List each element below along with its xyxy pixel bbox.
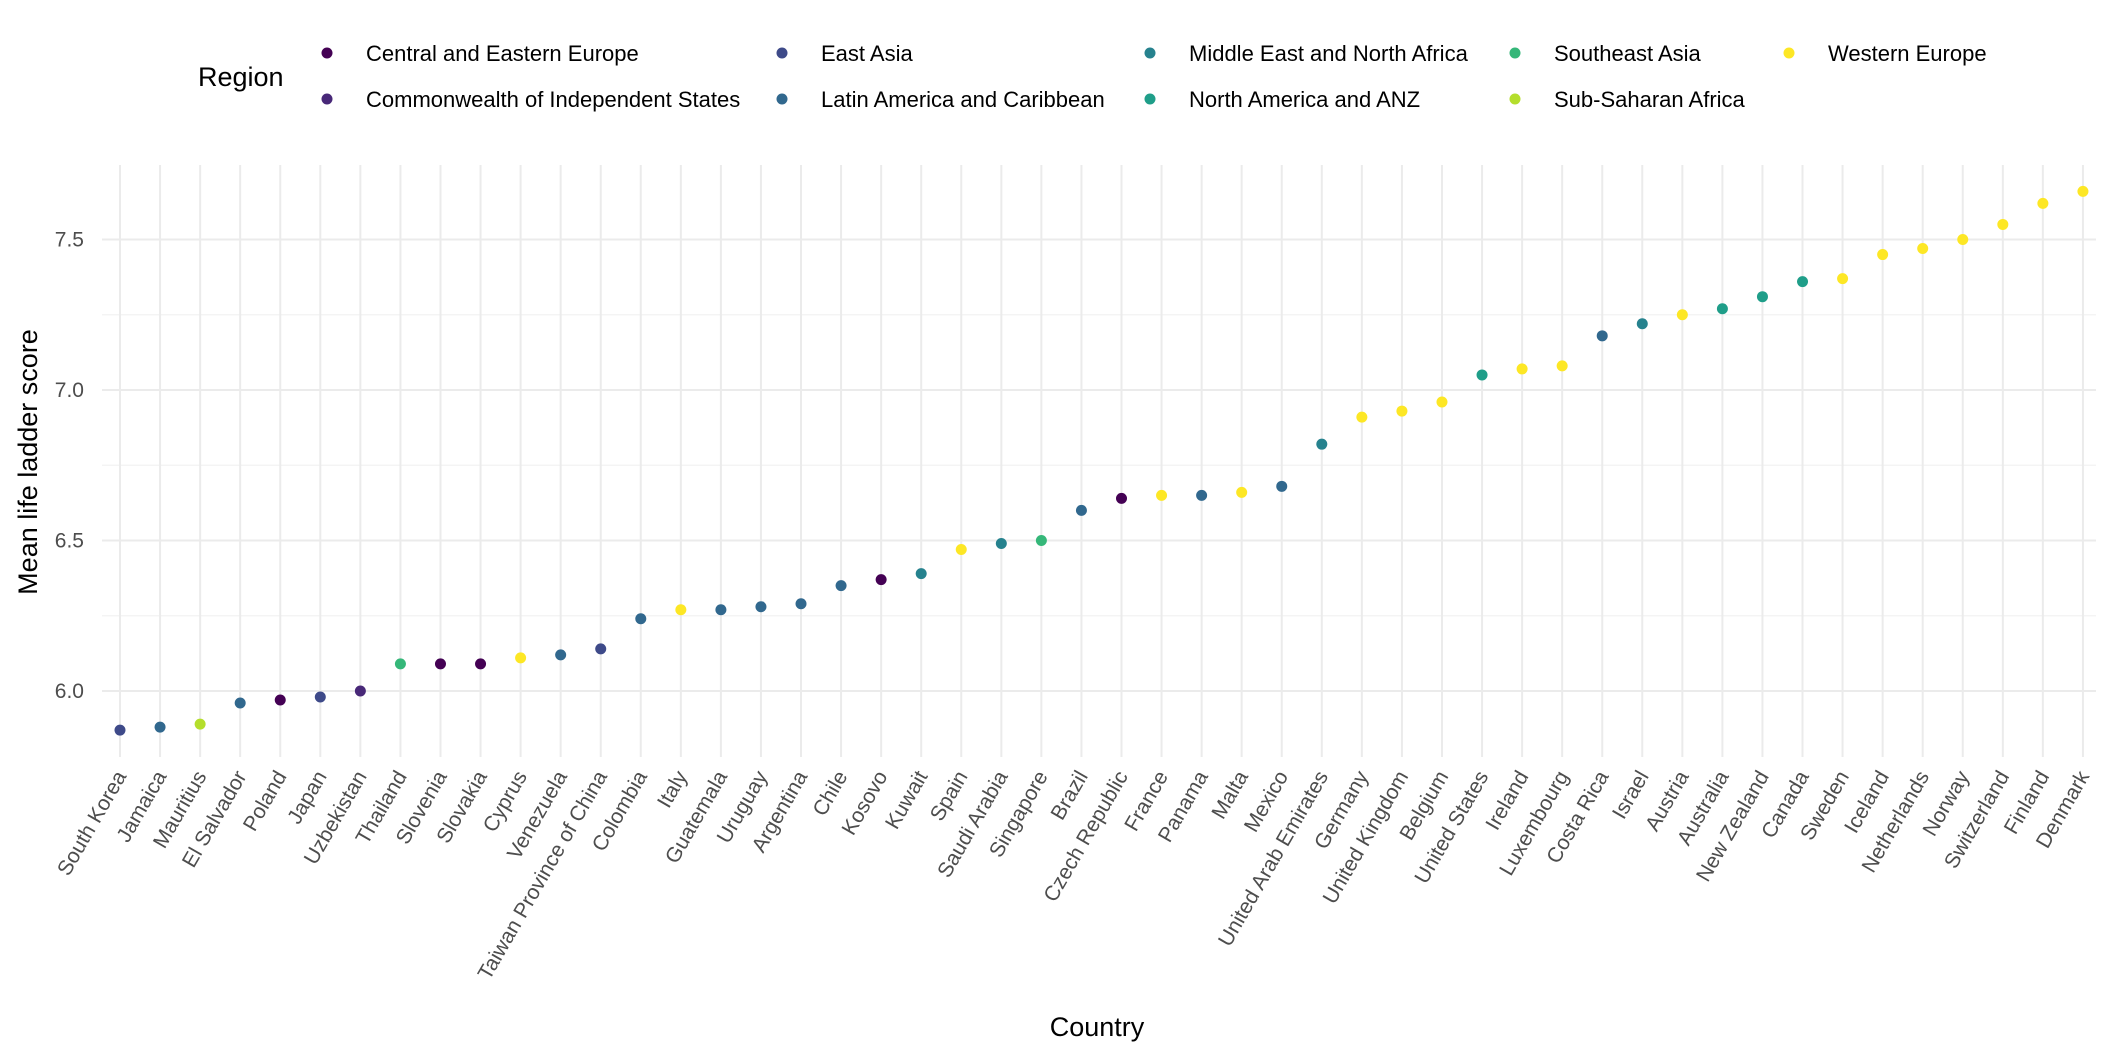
y-tick-label: 6.0 xyxy=(55,680,84,703)
point-brazil xyxy=(1075,504,1087,516)
x-tick-label: Italy xyxy=(653,767,692,812)
legend-key xyxy=(1783,47,1795,59)
legend-item-latin-america-and-caribbean: Latin America and Caribbean xyxy=(776,87,1105,112)
legend-label: Commonwealth of Independent States xyxy=(366,87,740,112)
legend-item-east-asia: East Asia xyxy=(776,41,913,66)
legend-key xyxy=(321,93,333,105)
legend-label: Middle East and North Africa xyxy=(1189,41,1469,66)
point-kuwait xyxy=(915,568,927,580)
legend-key xyxy=(321,47,333,59)
legend-key xyxy=(1144,93,1156,105)
legend-key xyxy=(1509,93,1521,105)
legend-item-north-america-and-anz: North America and ANZ xyxy=(1144,87,1420,112)
point-uzbekistan xyxy=(354,685,366,697)
point-united-kingdom xyxy=(1396,405,1408,417)
data-points xyxy=(114,185,2089,736)
point-cyprus xyxy=(515,652,527,664)
legend-label: East Asia xyxy=(821,41,913,66)
point-thailand xyxy=(394,658,406,670)
y-tick-label: 6.5 xyxy=(55,530,84,553)
point-australia xyxy=(1716,303,1728,315)
point-saudi-arabia xyxy=(995,538,1007,550)
point-el-salvador xyxy=(234,697,246,709)
legend-label: Latin America and Caribbean xyxy=(821,87,1105,112)
legend-label: Sub-Saharan Africa xyxy=(1554,87,1746,112)
grid xyxy=(102,165,2096,757)
y-tick-label: 7.0 xyxy=(55,379,84,402)
y-tick-label: 7.5 xyxy=(55,229,84,252)
point-france xyxy=(1156,489,1168,501)
point-south-korea xyxy=(114,724,126,736)
point-belgium xyxy=(1436,396,1448,408)
point-czech-republic xyxy=(1116,492,1127,504)
point-slovenia xyxy=(434,658,446,670)
point-argentina xyxy=(795,598,807,610)
point-united-states xyxy=(1476,369,1488,381)
legend-key xyxy=(776,47,788,59)
point-poland xyxy=(274,694,286,706)
y-axis-ticks: 6.0 6.5 7.0 7.5 xyxy=(55,229,84,704)
point-switzerland xyxy=(1997,218,2009,230)
legend-key xyxy=(1509,47,1521,59)
point-austria xyxy=(1676,309,1688,321)
point-jamaica xyxy=(154,721,166,733)
legend-key xyxy=(776,93,788,105)
point-canada xyxy=(1797,276,1809,288)
point-finland xyxy=(2037,197,2049,209)
point-ireland xyxy=(1516,363,1528,375)
x-axis-title: Country xyxy=(1050,1012,1145,1042)
point-venezuela xyxy=(555,649,567,661)
legend-item-central-and-eastern-europe: Central and Eastern Europe xyxy=(321,41,639,66)
point-mexico xyxy=(1276,480,1288,492)
point-uruguay xyxy=(755,601,767,613)
point-norway xyxy=(1957,234,1969,245)
point-kosovo xyxy=(875,574,887,586)
legend-item-western-europe: Western Europe xyxy=(1783,41,1987,66)
legend-item-southeast-asia: Southeast Asia xyxy=(1509,41,1702,66)
point-mauritius xyxy=(194,718,206,730)
point-singapore xyxy=(1035,535,1047,546)
legend-key xyxy=(1144,47,1156,59)
point-netherlands xyxy=(1917,243,1929,255)
point-denmark xyxy=(2077,185,2089,197)
point-luxembourg xyxy=(1556,360,1568,372)
point-costa-rica xyxy=(1596,330,1608,342)
point-germany xyxy=(1356,411,1368,423)
y-axis-title: Mean life ladder score xyxy=(13,329,43,595)
point-japan xyxy=(314,691,326,703)
legend-label: Central and Eastern Europe xyxy=(366,41,639,66)
point-guatemala xyxy=(715,604,727,616)
point-united-arab-emirates xyxy=(1316,438,1328,450)
point-slovakia xyxy=(475,658,487,670)
legend-label: Western Europe xyxy=(1828,41,1987,66)
legend-label: North America and ANZ xyxy=(1189,87,1420,112)
legend-item-sub-saharan-africa: Sub-Saharan Africa xyxy=(1509,87,1746,112)
point-spain xyxy=(955,544,967,556)
point-panama xyxy=(1196,489,1208,501)
point-chile xyxy=(835,580,847,592)
legend-title: Region xyxy=(198,62,284,92)
point-colombia xyxy=(635,613,647,625)
legend-label: Southeast Asia xyxy=(1554,41,1702,66)
legend-entries: Central and Eastern Europe Commonwealth o… xyxy=(321,41,1987,112)
legend-item-middle-east-and-north-africa: Middle East and North Africa xyxy=(1144,41,1469,66)
point-italy xyxy=(675,604,687,616)
point-taiwan-province-of-china xyxy=(595,643,607,655)
point-malta xyxy=(1236,486,1248,498)
point-israel xyxy=(1636,318,1648,330)
point-iceland xyxy=(1877,249,1889,261)
legend-item-commonwealth-of-independent-states: Commonwealth of Independent States xyxy=(321,87,740,112)
legend: Region Central and Eastern Europe Commonw… xyxy=(198,41,1987,112)
point-sweden xyxy=(1837,273,1849,285)
point-new-zealand xyxy=(1756,291,1768,303)
